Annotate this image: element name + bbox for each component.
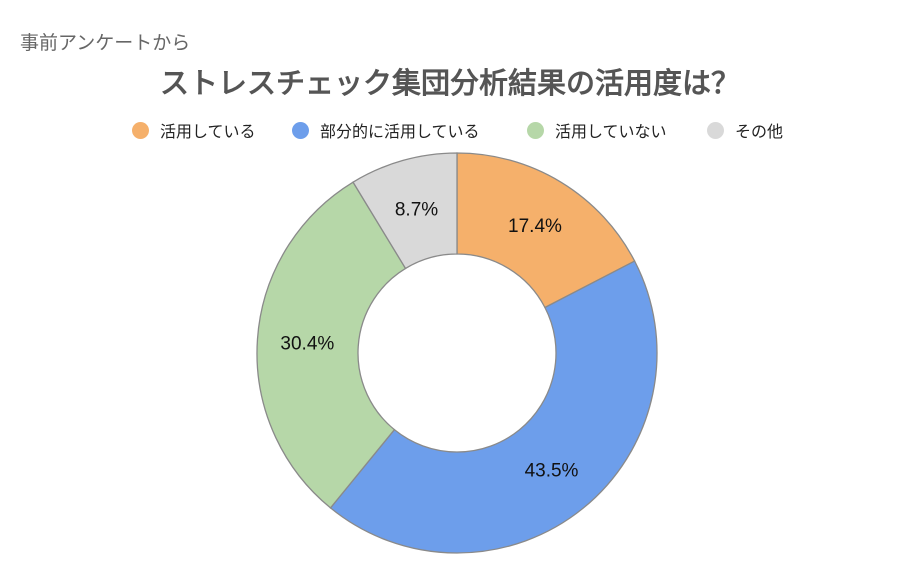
data-label: 43.5% [525,460,579,481]
legend-label: 部分的に活用している [320,122,480,141]
data-label: 8.7% [395,200,438,221]
legend-marker [132,121,149,139]
legend-item: 部分的に活用している [292,118,480,142]
donut-slice [456,152,636,309]
data-label: 30.4% [280,334,334,355]
data-label: 17.4% [508,216,562,237]
legend-marker [527,121,544,139]
legend-label: 活用している [160,122,256,141]
chart-subtitle: 事前アンケートから [20,32,191,54]
legend-label: その他 [735,122,784,141]
chart-title: ストレスチェック集団分析結果の活用度は？ [159,66,740,100]
donut-slice [329,260,658,554]
donut-slice [352,152,458,270]
donut-slice [256,181,407,509]
legend-item: 活用している [132,118,256,142]
legend-marker [707,121,724,139]
legend-item: 活用していない [527,118,667,142]
legend-label: 活用していない [555,122,667,141]
legend-item: その他 [707,118,783,142]
legend-marker [292,121,309,139]
